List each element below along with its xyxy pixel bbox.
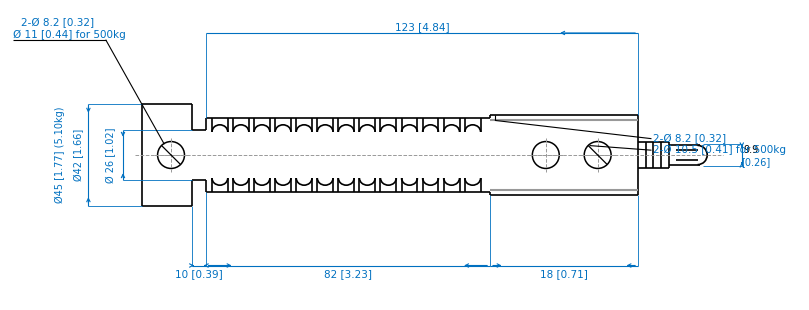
Text: Ø45 [1.77] (5.10kg): Ø45 [1.77] (5.10kg) xyxy=(54,107,65,203)
Text: 2-Ø 8.2 [0.32]: 2-Ø 8.2 [0.32] xyxy=(21,18,95,29)
Text: 123 [4.84]: 123 [4.84] xyxy=(396,22,450,32)
Text: 82 [3.23]: 82 [3.23] xyxy=(324,269,372,279)
Text: [0.26]: [0.26] xyxy=(740,157,770,167)
Text: 2-Ø 10.5 [0.41] for 500kg: 2-Ø 10.5 [0.41] for 500kg xyxy=(654,145,786,155)
Text: Ø 11 [0.44] for 500kg: Ø 11 [0.44] for 500kg xyxy=(14,30,126,40)
Text: Ø42 [1.66]: Ø42 [1.66] xyxy=(74,129,84,181)
Text: 2-Ø 8.2 [0.32]: 2-Ø 8.2 [0.32] xyxy=(654,134,726,144)
Text: 9.9: 9.9 xyxy=(743,145,759,155)
Text: 10 [0.39]: 10 [0.39] xyxy=(175,269,222,279)
Text: Ø 26 [1.02]: Ø 26 [1.02] xyxy=(107,127,116,183)
Text: 18 [0.71]: 18 [0.71] xyxy=(540,269,588,279)
